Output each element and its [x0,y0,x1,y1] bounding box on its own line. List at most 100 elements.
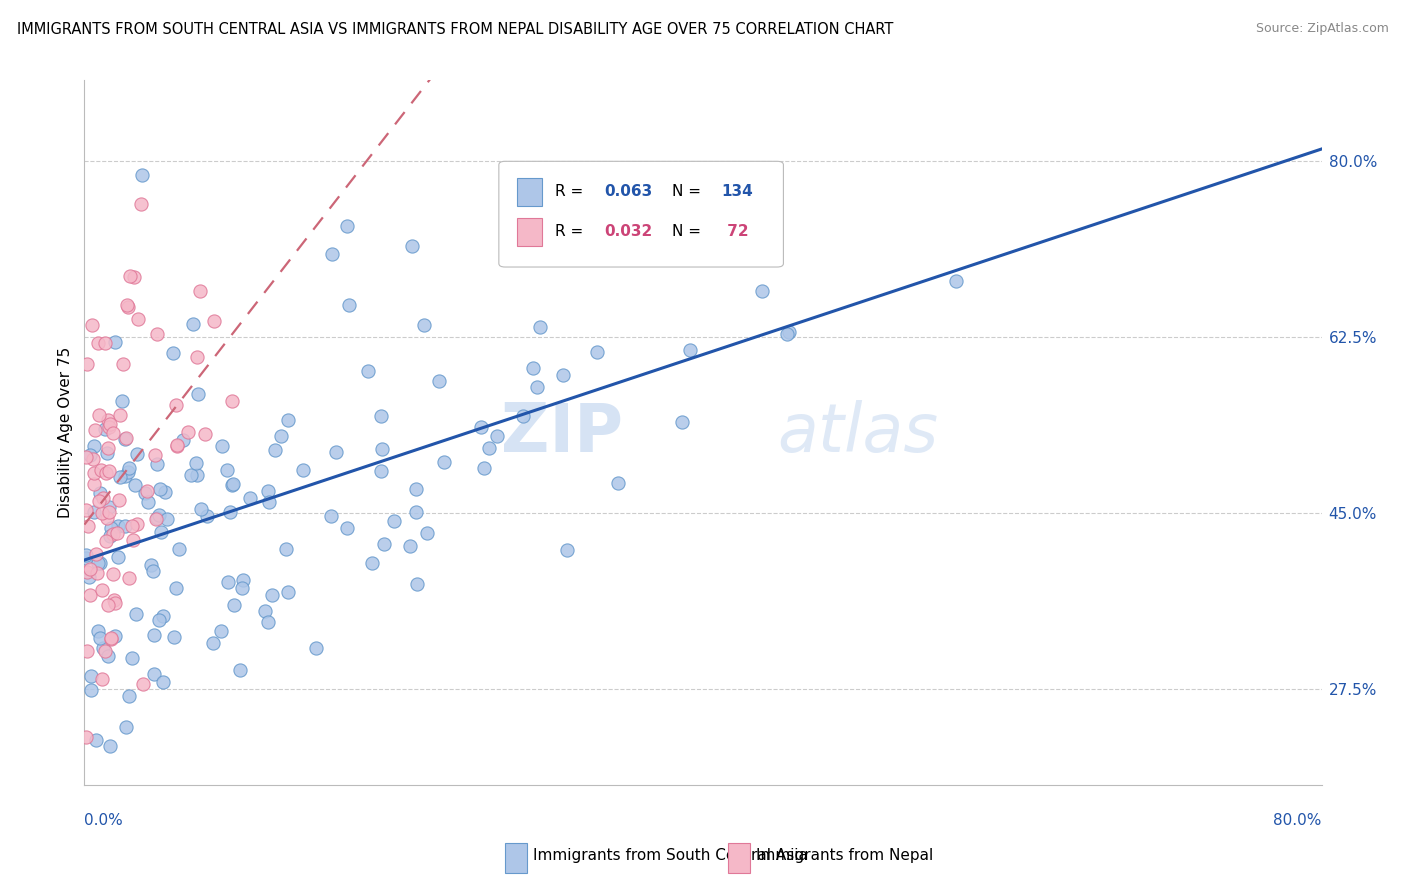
Point [115,720,138,734]
Point [97,419,120,434]
Point [101,566,124,581]
Point [148,508,170,522]
Point [478,442,501,456]
Point [172,433,194,447]
Point [83,505,105,519]
Point [257,495,280,509]
Point [165,581,187,595]
Point [94,466,117,480]
Point [607,476,630,491]
Point [222,476,245,491]
Point [405,504,427,518]
Point [945,274,967,288]
Text: N =: N = [672,184,706,199]
Point [325,445,347,459]
Point [152,675,174,690]
Point [526,380,548,394]
Point [143,449,166,463]
Point [75,731,97,745]
Point [100,417,122,431]
Point [399,539,422,553]
Point [114,432,136,446]
Point [186,467,208,482]
Point [103,334,125,349]
Text: Immigrants from South Central Asia: Immigrants from South Central Asia [533,848,808,863]
Point [80,669,103,683]
Point [86,733,108,747]
Point [80,682,103,697]
Point [522,360,544,375]
Point [125,447,148,461]
Point [274,542,297,557]
Point [87,624,110,638]
Text: 134: 134 [721,184,754,199]
Point [139,558,162,572]
Point [405,482,427,496]
Point [79,448,101,462]
Point [371,442,394,457]
Point [91,506,114,520]
Point [132,677,155,691]
Point [180,468,202,483]
Point [262,588,284,602]
Point [97,649,120,664]
Point [76,566,98,580]
Point [91,491,114,506]
Point [187,386,209,401]
Point [121,518,143,533]
Point [336,521,359,535]
Point [401,239,423,253]
Point [361,556,384,570]
Point [512,409,534,423]
Point [76,357,98,371]
Text: ZIP: ZIP [501,400,623,466]
Point [91,672,114,686]
Text: Immigrants from Nepal: Immigrants from Nepal [756,848,934,863]
Point [80,318,103,333]
Point [75,551,97,566]
Point [257,484,280,499]
Point [239,491,262,506]
Point [76,644,98,658]
Point [209,624,232,638]
Point [470,420,492,434]
Point [413,318,436,332]
Point [221,478,243,492]
Point [96,445,118,459]
Point [89,486,111,500]
Point [373,536,395,550]
Point [108,408,131,422]
Point [75,503,97,517]
Point [87,408,110,422]
Point [100,521,122,535]
Point [136,483,159,498]
Point [529,320,551,334]
Point [270,429,292,443]
Point [586,345,609,359]
Point [142,628,165,642]
Text: 0.063: 0.063 [605,184,652,199]
Text: atlas: atlas [778,400,938,466]
Point [118,689,141,703]
Point [86,547,108,561]
Point [118,461,141,475]
Text: 0.0%: 0.0% [84,814,124,828]
Point [91,583,114,598]
Point [253,603,276,617]
Point [305,641,328,656]
Point [177,425,200,439]
Point [112,358,135,372]
Point [181,317,204,331]
Point [472,461,495,475]
Point [120,268,142,283]
Point [166,438,188,452]
Point [202,314,225,328]
Point [104,596,127,610]
Point [201,636,224,650]
Point [336,219,359,233]
Point [97,442,120,456]
Point [194,427,217,442]
Point [79,588,101,602]
Point [142,564,165,578]
Point [86,566,108,580]
